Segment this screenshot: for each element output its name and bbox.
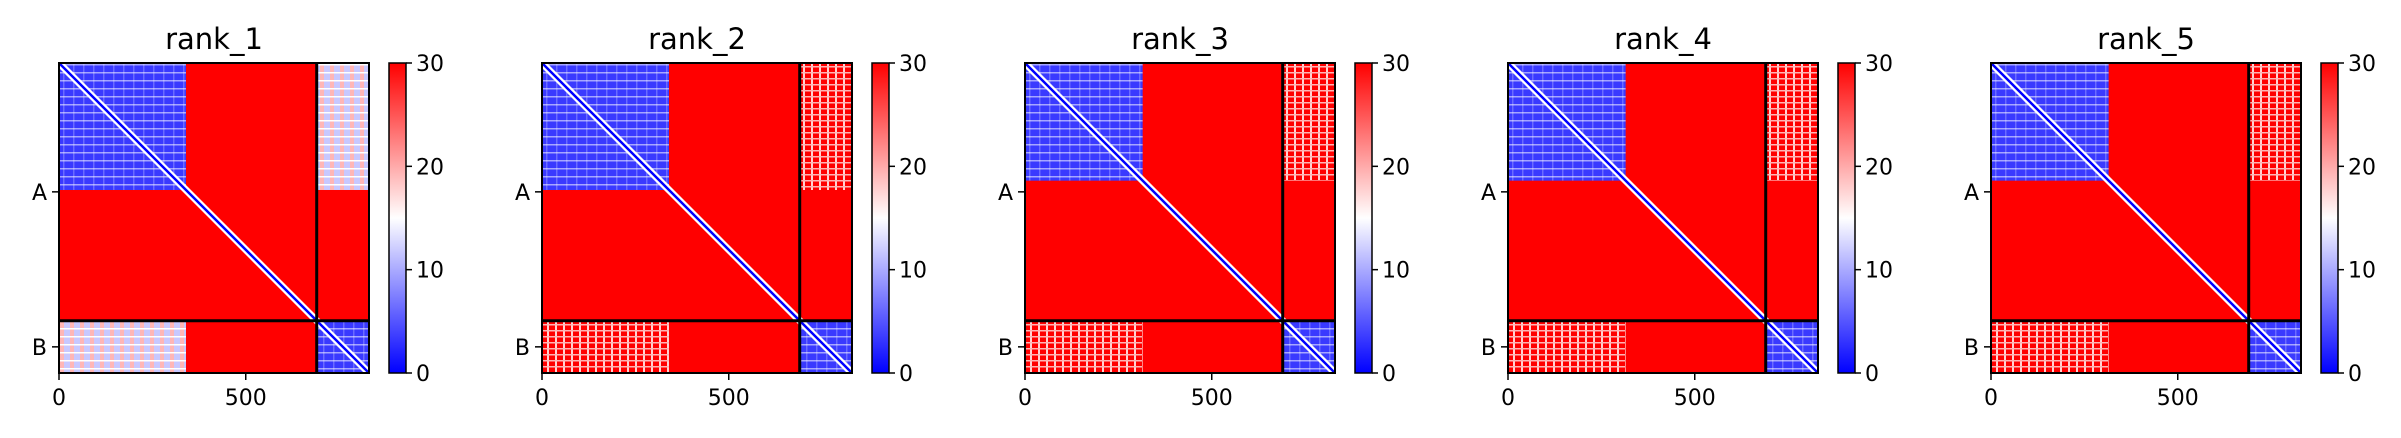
colorbar-tick-label: 30 xyxy=(416,52,444,77)
heatmap-block-interchain-lower xyxy=(1508,320,1626,373)
panel-title: rank_4 xyxy=(1614,22,1712,56)
colorbar-tick-label: 20 xyxy=(899,155,927,180)
colorbar-tick-label: 30 xyxy=(1382,52,1410,77)
colorbar-tick-label: 10 xyxy=(1382,259,1410,284)
colorbar-frame xyxy=(2320,62,2339,374)
colorbar xyxy=(1355,63,1372,373)
heatmap-block-interchain-upper xyxy=(316,63,369,190)
colorbar-tick-label: 30 xyxy=(1865,52,1893,77)
colorbar-tick-label: 10 xyxy=(1865,259,1893,284)
heatmap-block-interchain-upper xyxy=(799,63,852,190)
x-tick-label: 0 xyxy=(52,386,66,411)
colorbar-tick-label: 20 xyxy=(1865,155,1893,180)
colorbar-tick-label: 0 xyxy=(416,362,430,387)
colorbar-tick-label: 20 xyxy=(416,155,444,180)
heatmap-block-interchain-upper xyxy=(1765,63,1818,181)
y-tick-label: B xyxy=(515,336,530,361)
y-tick-label: B xyxy=(1964,336,1979,361)
y-tick-label: A xyxy=(1481,181,1496,206)
colorbar xyxy=(389,63,406,373)
y-tick-label: A xyxy=(1964,181,1979,206)
x-tick-label: 500 xyxy=(225,386,267,411)
panel-title: rank_1 xyxy=(165,22,263,56)
x-tick-label: 0 xyxy=(535,386,549,411)
x-tick-label: 500 xyxy=(2157,386,2199,411)
heatmap-block-interchain-lower xyxy=(1991,320,2109,373)
y-tick-label: A xyxy=(515,181,530,206)
colorbar-tick-label: 30 xyxy=(899,52,927,77)
colorbar-tick-label: 30 xyxy=(2348,52,2376,77)
y-tick-label: A xyxy=(32,181,47,206)
colorbar-tick-label: 20 xyxy=(2348,155,2376,180)
panel-title: rank_3 xyxy=(1131,22,1229,56)
axes-frame xyxy=(1507,62,1819,374)
colorbar-frame xyxy=(1837,62,1856,374)
colorbar xyxy=(2321,63,2338,373)
axes-frame xyxy=(541,62,853,374)
colorbar-tick-label: 0 xyxy=(1382,362,1396,387)
colorbar-tick-label: 10 xyxy=(416,259,444,284)
colorbar-tick-label: 10 xyxy=(2348,259,2376,284)
colorbar-tick-label: 0 xyxy=(1865,362,1879,387)
x-tick-label: 0 xyxy=(1501,386,1515,411)
colorbar-frame xyxy=(1354,62,1373,374)
x-tick-label: 500 xyxy=(1191,386,1233,411)
heatmap-block-interchain-upper xyxy=(1282,63,1335,181)
heatmap-block-interchain-upper xyxy=(2248,63,2301,181)
axes-frame xyxy=(1024,62,1336,374)
panel-title: rank_5 xyxy=(2097,22,2195,56)
y-tick-label: A xyxy=(998,181,1013,206)
colorbar xyxy=(1838,63,1855,373)
colorbar-tick-label: 0 xyxy=(2348,362,2362,387)
colorbar xyxy=(872,63,889,373)
axes-frame xyxy=(1990,62,2302,374)
x-tick-label: 500 xyxy=(708,386,750,411)
colorbar-tick-label: 20 xyxy=(1382,155,1410,180)
colorbar-tick-label: 0 xyxy=(899,362,913,387)
x-tick-label: 500 xyxy=(1674,386,1716,411)
x-tick-label: 0 xyxy=(1018,386,1032,411)
y-tick-label: B xyxy=(998,336,1013,361)
y-tick-label: B xyxy=(1481,336,1496,361)
x-tick-label: 0 xyxy=(1984,386,1998,411)
colorbar-frame xyxy=(871,62,890,374)
colorbar-tick-label: 10 xyxy=(899,259,927,284)
heatmap-block-interchain-lower xyxy=(59,320,186,373)
colorbar-frame xyxy=(388,62,407,374)
heatmap-block-interchain-lower xyxy=(1025,320,1143,373)
y-tick-label: B xyxy=(32,336,47,361)
axes-frame xyxy=(58,62,370,374)
heatmap-block-interchain-lower xyxy=(542,320,669,373)
panel-title: rank_2 xyxy=(648,22,746,56)
